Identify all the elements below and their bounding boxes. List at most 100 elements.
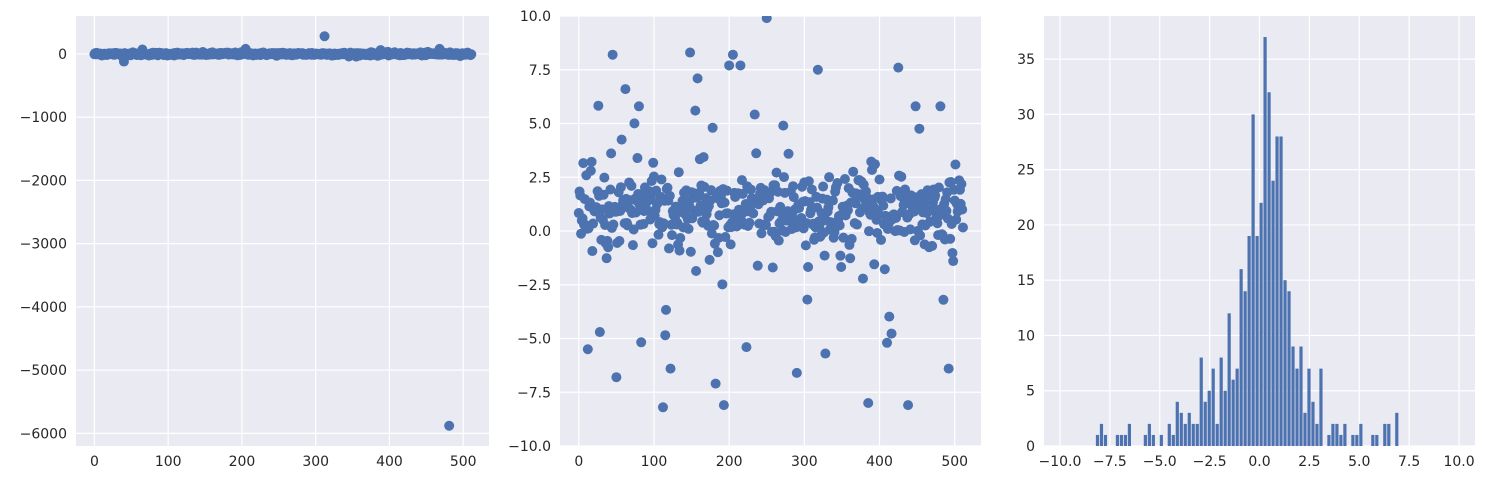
y-tick-label: −5.0 — [517, 332, 551, 348]
scatter-point — [717, 279, 728, 290]
scatter-point — [636, 337, 647, 348]
scatter-point — [836, 262, 847, 273]
histogram-bar — [1263, 37, 1267, 447]
scatter-point — [710, 378, 721, 389]
scatter-point — [884, 311, 895, 322]
scatter-point — [803, 261, 814, 272]
x-tick-label: 100 — [155, 454, 182, 470]
histogram-bar — [1195, 423, 1199, 446]
scatter-point — [851, 219, 862, 230]
scatter-point — [720, 232, 731, 243]
histogram-bar — [1187, 412, 1191, 446]
y-tick-label: 30 — [1017, 107, 1035, 123]
scatter-point — [756, 228, 767, 239]
scatter-point — [633, 101, 644, 112]
y-tick-label: −7.5 — [517, 385, 551, 401]
histogram-bar — [1259, 202, 1263, 446]
scatter-point — [615, 182, 626, 193]
scatter-point — [948, 256, 959, 267]
y-tick-label: 10 — [1017, 328, 1035, 344]
x-tick-label: 0 — [90, 454, 99, 470]
scatter-point — [586, 156, 597, 167]
histogram-bar — [1147, 423, 1151, 446]
scatter-point — [721, 185, 732, 196]
scatter-point — [601, 253, 612, 264]
scatter-point — [748, 208, 759, 219]
x-tick-label: 200 — [229, 454, 256, 470]
scatter-point — [745, 184, 756, 195]
scatter-point — [719, 197, 730, 208]
histogram-bar — [1119, 434, 1124, 446]
scatter-point — [712, 247, 723, 258]
y-tick-label: 20 — [1017, 218, 1035, 234]
scatter-point — [593, 100, 604, 111]
scatter-point — [698, 152, 709, 163]
y-tick-label: −3000 — [20, 237, 67, 253]
scatter-point — [802, 294, 813, 305]
y-tick-label: 2.5 — [529, 170, 551, 186]
scatter-point — [724, 60, 735, 71]
y-tick-label: −1000 — [20, 110, 67, 126]
scatter-point — [957, 204, 968, 215]
scatter-point — [662, 182, 673, 193]
scatter-point — [690, 105, 701, 116]
scatter-point — [935, 101, 946, 112]
scatter-plot-zoomed: 0 100 200 300 400 500 −10.0 −7.5 −5.0 −2.5 0.0 2.5 5… — [508, 9, 981, 470]
scatter-point — [820, 348, 831, 359]
scatter-point — [582, 344, 593, 355]
scatter-point — [692, 73, 703, 84]
histogram-bar — [1319, 368, 1323, 446]
histogram-bar — [1287, 291, 1291, 446]
scatter-point — [599, 172, 610, 183]
x-tick-label: 0 — [574, 454, 583, 470]
scatter-point — [598, 189, 609, 200]
scatter-point — [319, 31, 330, 42]
scatter-point — [910, 101, 921, 112]
histogram-bar — [1387, 423, 1391, 446]
y-tick-label: 0 — [1026, 439, 1035, 455]
scatter-point — [945, 177, 956, 188]
x-tick-label: 200 — [716, 454, 743, 470]
scatter-point — [751, 148, 762, 159]
scatter-point — [674, 245, 685, 256]
scatter-point — [648, 171, 659, 182]
scatter-point — [818, 181, 829, 192]
scatter-point — [869, 259, 880, 270]
scatter-point — [896, 171, 907, 182]
scatter-point — [607, 49, 618, 60]
scatter-point — [744, 217, 755, 228]
scatter-point — [882, 337, 893, 348]
scatter-point — [779, 172, 790, 183]
histogram-bar — [1171, 434, 1175, 446]
scatter-point — [687, 213, 698, 224]
histogram-bar — [1395, 412, 1399, 446]
scatter-point — [806, 184, 817, 195]
histogram-bar — [1239, 269, 1243, 446]
histogram-bar — [1359, 423, 1363, 446]
scatter-point — [788, 181, 799, 192]
scatter-point — [886, 328, 897, 339]
histogram-bar — [1299, 346, 1303, 446]
scatter-point — [665, 363, 676, 374]
scatter-point — [839, 174, 850, 185]
histogram-bar — [1095, 434, 1100, 446]
scatter-point — [578, 158, 589, 169]
scatter-point — [834, 220, 845, 231]
scatter-point — [444, 420, 455, 431]
scatter-point — [941, 205, 952, 216]
scatter-point — [800, 240, 811, 251]
x-tick-label: 500 — [450, 454, 477, 470]
y-tick-label: 5.0 — [529, 117, 551, 133]
scatter-point — [707, 122, 718, 133]
scatter-point — [905, 224, 916, 235]
histogram-bar — [1355, 434, 1359, 446]
scatter-point — [605, 184, 616, 195]
scatter-point — [791, 367, 802, 378]
scatter-point — [957, 222, 968, 233]
scatter-point — [804, 197, 815, 208]
scatter-point — [914, 123, 925, 134]
histogram-bar — [1303, 412, 1307, 446]
histogram-bar — [1295, 368, 1299, 446]
y-tick-label: 7.5 — [529, 63, 551, 79]
histogram-bar — [1271, 180, 1275, 446]
